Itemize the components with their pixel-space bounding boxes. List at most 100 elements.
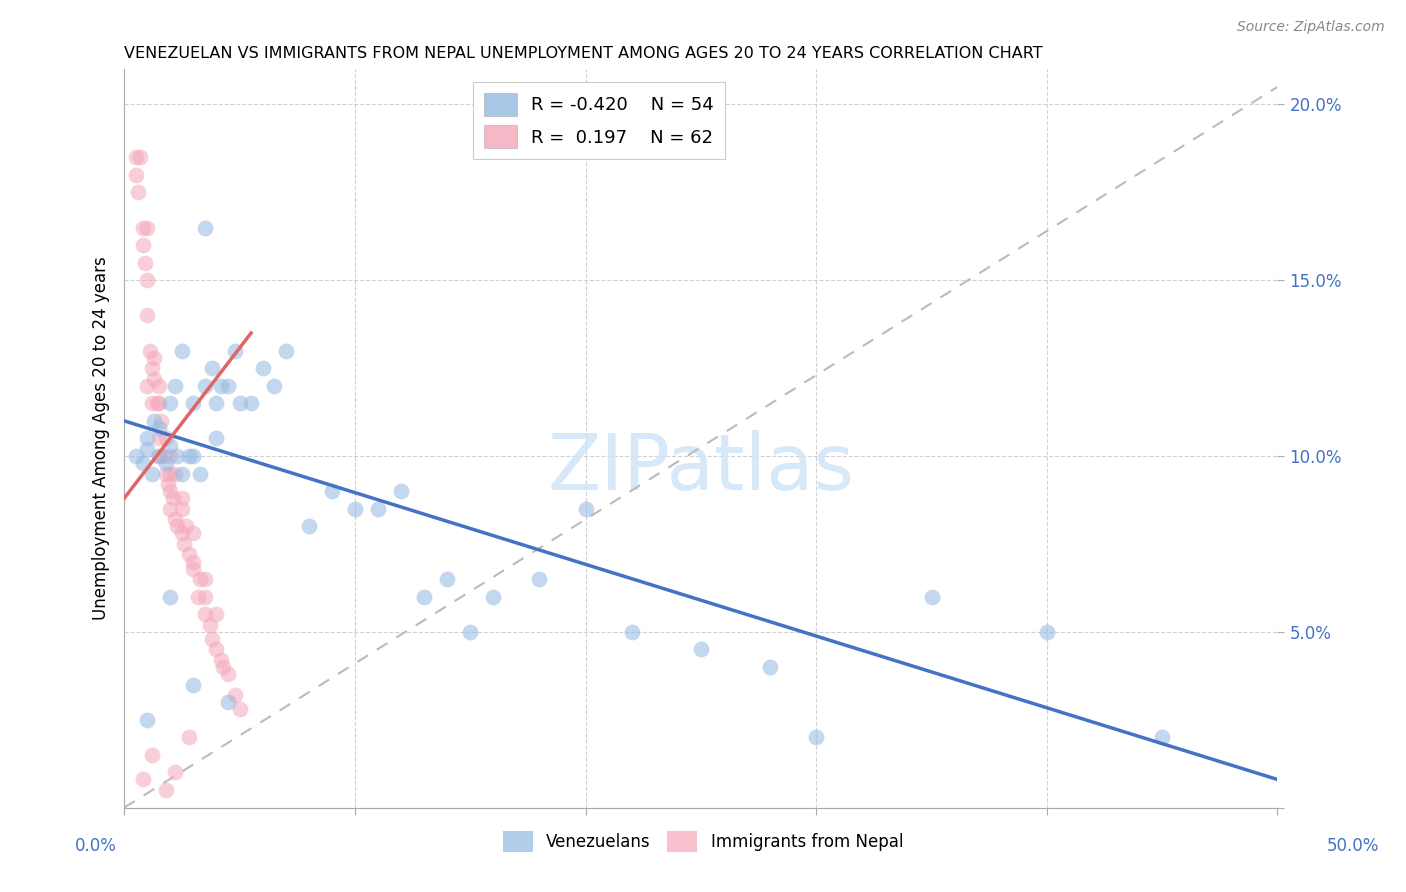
Point: [188, 572, 211, 586]
Point: [155, 432, 177, 446]
Point: [157, 477, 180, 491]
Point: [212, 660, 235, 674]
Point: [228, 702, 250, 716]
Point: [166, 449, 188, 463]
Text: 0.0%: 0.0%: [75, 837, 117, 855]
Point: [458, 624, 481, 639]
Point: [159, 484, 181, 499]
Point: [148, 396, 170, 410]
Point: [136, 713, 159, 727]
Point: [155, 456, 177, 470]
Point: [574, 501, 596, 516]
Point: [148, 432, 170, 446]
Point: [170, 343, 193, 358]
Point: [163, 378, 186, 392]
Point: [436, 572, 458, 586]
Text: ZIPatlas: ZIPatlas: [547, 430, 855, 506]
Point: [176, 519, 198, 533]
Point: [150, 414, 173, 428]
Point: [183, 677, 205, 691]
Point: [205, 607, 228, 622]
Point: [224, 343, 246, 358]
Point: [217, 667, 239, 681]
Point: [141, 467, 163, 481]
Point: [166, 519, 188, 533]
Legend: R = -0.420    N = 54, R =  0.197    N = 62: R = -0.420 N = 54, R = 0.197 N = 62: [474, 82, 725, 159]
Point: [274, 343, 297, 358]
Point: [183, 555, 205, 569]
Y-axis label: Unemployment Among Ages 20 to 24 years: Unemployment Among Ages 20 to 24 years: [93, 257, 110, 620]
Point: [131, 238, 153, 252]
Point: [159, 467, 181, 481]
Point: [131, 456, 153, 470]
Point: [228, 396, 250, 410]
Point: [804, 731, 827, 745]
Text: Source: ZipAtlas.com: Source: ZipAtlas.com: [1237, 20, 1385, 34]
Point: [125, 168, 148, 182]
Point: [177, 548, 200, 562]
Point: [343, 501, 366, 516]
Point: [170, 501, 193, 516]
Point: [155, 783, 177, 797]
Point: [367, 501, 389, 516]
Point: [162, 491, 184, 506]
Point: [155, 467, 177, 481]
Point: [152, 449, 174, 463]
Point: [205, 642, 228, 657]
Point: [194, 590, 217, 604]
Point: [131, 220, 153, 235]
Point: [482, 590, 505, 604]
Point: [145, 396, 167, 410]
Point: [201, 361, 224, 376]
Point: [263, 378, 285, 392]
Point: [141, 396, 163, 410]
Point: [136, 432, 159, 446]
Point: [529, 572, 551, 586]
Point: [198, 617, 221, 632]
Point: [201, 632, 224, 646]
Point: [173, 537, 195, 551]
Point: [131, 772, 153, 787]
Point: [205, 432, 228, 446]
Point: [188, 467, 211, 481]
Point: [194, 378, 217, 392]
Point: [170, 467, 193, 481]
Point: [136, 309, 159, 323]
Point: [921, 590, 943, 604]
Point: [163, 765, 186, 780]
Point: [1152, 731, 1174, 745]
Point: [136, 378, 159, 392]
Point: [170, 526, 193, 541]
Point: [413, 590, 436, 604]
Point: [148, 378, 170, 392]
Point: [240, 396, 263, 410]
Point: [321, 484, 343, 499]
Point: [136, 220, 159, 235]
Point: [159, 438, 181, 452]
Point: [224, 688, 246, 702]
Point: [194, 572, 217, 586]
Point: [209, 378, 232, 392]
Point: [177, 449, 200, 463]
Point: [217, 695, 239, 709]
Point: [298, 519, 321, 533]
Point: [134, 255, 156, 269]
Point: [1036, 624, 1059, 639]
Point: [163, 467, 186, 481]
Point: [127, 186, 149, 200]
Point: [159, 501, 181, 516]
Text: 50.0%: 50.0%: [1326, 837, 1379, 855]
Point: [143, 372, 166, 386]
Point: [159, 449, 181, 463]
Point: [148, 449, 170, 463]
Point: [205, 396, 228, 410]
Point: [194, 220, 217, 235]
Point: [136, 442, 159, 456]
Point: [209, 653, 232, 667]
Point: [148, 449, 170, 463]
Point: [141, 747, 163, 762]
Point: [138, 343, 160, 358]
Point: [125, 150, 148, 164]
Point: [620, 624, 643, 639]
Text: VENEZUELAN VS IMMIGRANTS FROM NEPAL UNEMPLOYMENT AMONG AGES 20 TO 24 YEARS CORRE: VENEZUELAN VS IMMIGRANTS FROM NEPAL UNEM…: [124, 46, 1043, 62]
